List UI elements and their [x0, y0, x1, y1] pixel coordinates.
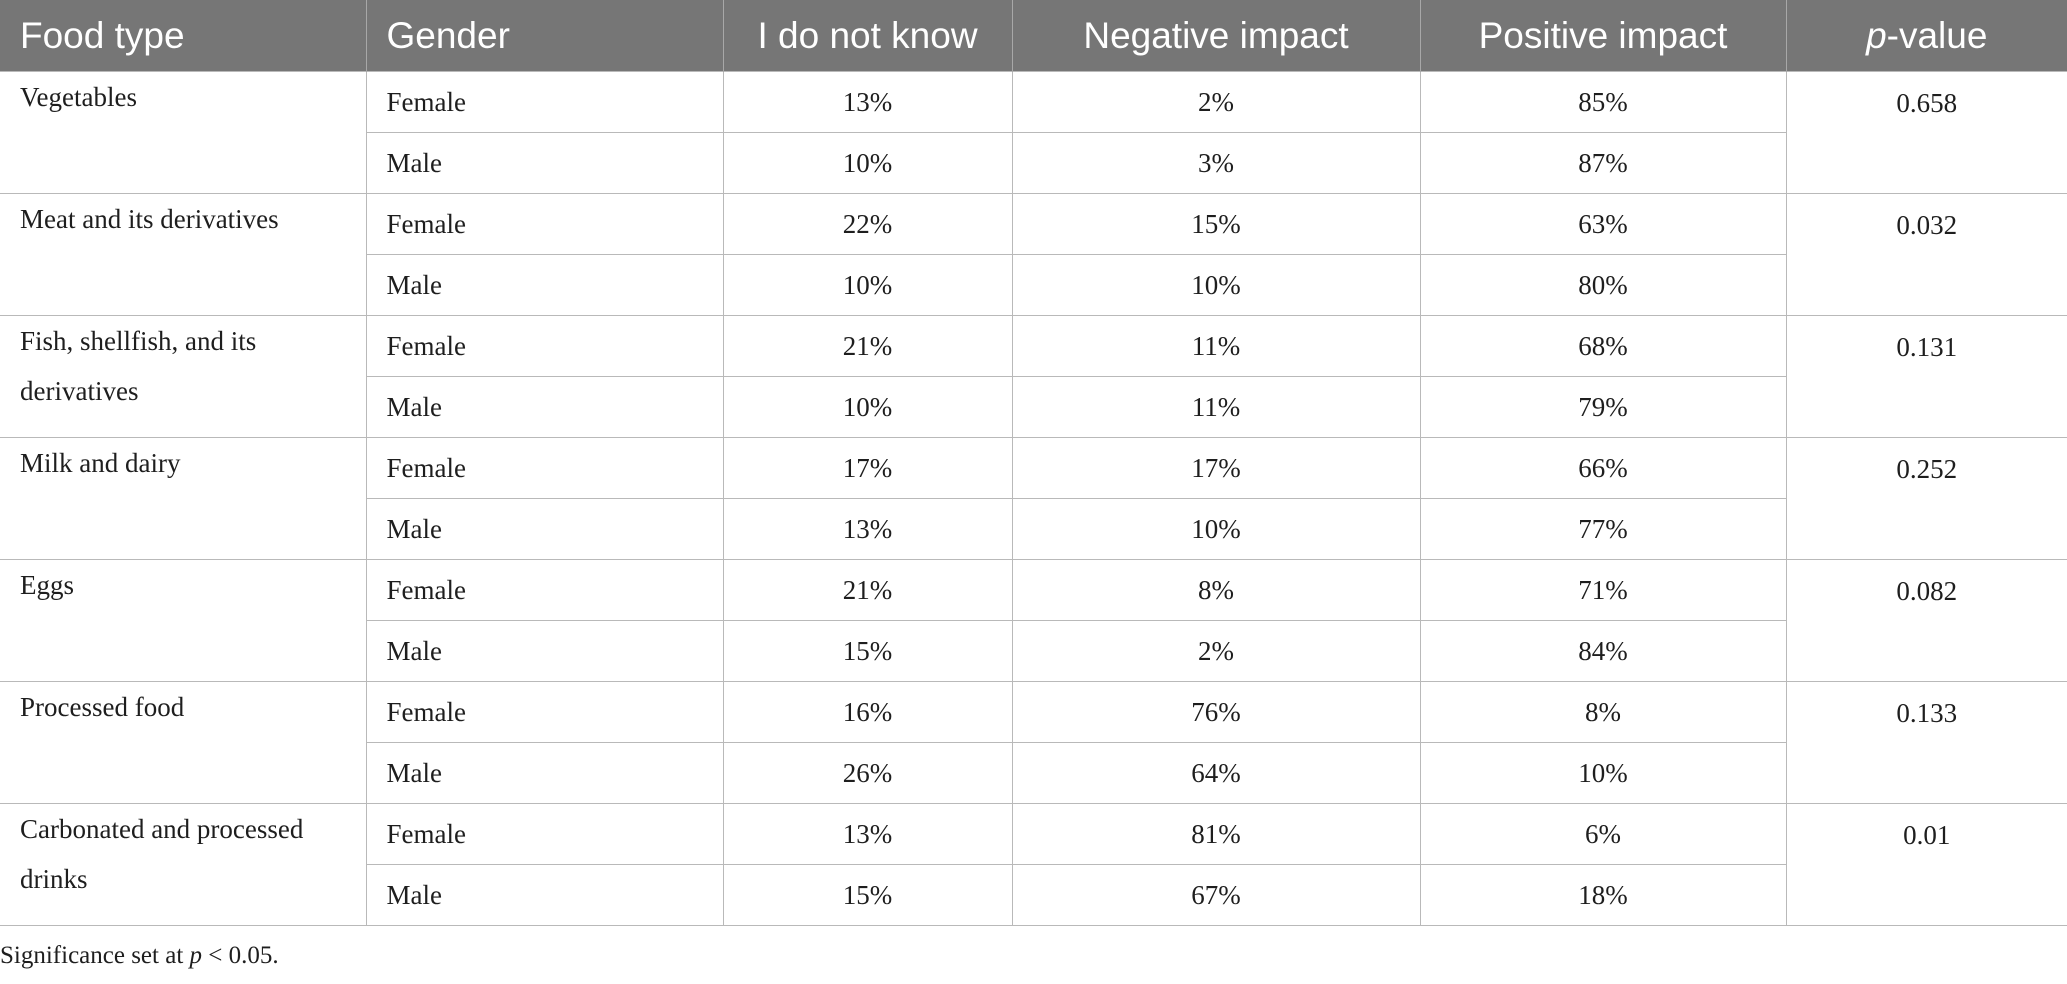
header-food-type: Food type: [0, 0, 367, 72]
p-value-cell: 0.032: [1785, 193, 2067, 316]
positive-impact-cell: 66%: [1419, 437, 1787, 499]
positive-impact-cell: 18%: [1419, 864, 1787, 926]
footnote-p: p: [189, 942, 203, 969]
food-type-cell: Milk and dairy: [0, 437, 367, 560]
dont-know-cell: 21%: [722, 315, 1013, 377]
header-dont-know: I do not know: [723, 0, 1013, 72]
food-type-cell: Eggs: [0, 559, 367, 682]
gender-cell: Female: [365, 71, 724, 133]
positive-impact-cell: 63%: [1419, 193, 1787, 255]
footnote-suffix: < 0.05.: [202, 942, 279, 969]
negative-impact-cell: 11%: [1011, 376, 1421, 438]
negative-impact-cell: 8%: [1011, 559, 1421, 621]
table-row: Fish, shellfish, and its derivatives Fema…: [0, 315, 2067, 438]
gender-cell: Female: [365, 803, 724, 865]
food-impact-table: Food type Gender I do not know Negative …: [0, 0, 2067, 926]
p-value-cell: 0.131: [1785, 315, 2067, 438]
table-row: Meat and its derivatives Female 22% 15% 63% 0…: [0, 193, 2067, 316]
dont-know-cell: 15%: [722, 620, 1013, 682]
dont-know-cell: 13%: [722, 803, 1013, 865]
dont-know-cell: 10%: [722, 254, 1013, 316]
food-type-cell: Carbonated and processed drinks: [0, 803, 367, 926]
p-value-cell: 0.01: [1785, 803, 2067, 926]
table-row: Male 13% 10% 77%: [0, 498, 2067, 560]
table-row: Male 26% 64% 10%: [0, 742, 2067, 804]
negative-impact-cell: 11%: [1011, 315, 1421, 377]
gender-cell: Male: [365, 864, 724, 926]
table-body: Vegetables Female 13% 2% 85% 0.658 Male 10% 3% 87…: [0, 71, 2067, 926]
positive-impact-cell: 79%: [1419, 376, 1787, 438]
food-type-cell: Meat and its derivatives: [0, 193, 367, 316]
header-positive-impact: Positive impact: [1420, 0, 1787, 72]
positive-impact-cell: 10%: [1419, 742, 1787, 804]
table-row: Carbonated and processed drinks Female 13%…: [0, 803, 2067, 926]
header-negative-impact: Negative impact: [1012, 0, 1421, 72]
negative-impact-cell: 10%: [1011, 498, 1421, 560]
negative-impact-cell: 10%: [1011, 254, 1421, 316]
food-type-cell: Fish, shellfish, and its derivatives: [0, 315, 367, 438]
positive-impact-cell: 85%: [1419, 71, 1787, 133]
table-row: Eggs Female 21% 8% 71% 0.082: [0, 559, 2067, 682]
gender-cell: Female: [365, 681, 724, 743]
positive-impact-cell: 77%: [1419, 498, 1787, 560]
negative-impact-cell: 17%: [1011, 437, 1421, 499]
food-type-cell: Processed food: [0, 681, 367, 804]
dont-know-cell: 10%: [722, 132, 1013, 194]
dont-know-cell: 13%: [722, 71, 1013, 133]
table-row: Male 15% 2% 84%: [0, 620, 2067, 682]
header-p-value: p-value: [1786, 0, 2067, 72]
header-gender: Gender: [366, 0, 724, 72]
p-value-cell: 0.133: [1785, 681, 2067, 804]
dont-know-cell: 13%: [722, 498, 1013, 560]
p-value-cell: 0.082: [1785, 559, 2067, 682]
footnote-prefix: Significance set at: [0, 942, 190, 969]
gender-cell: Female: [365, 437, 724, 499]
table-header: Food type Gender I do not know Negative …: [0, 0, 2067, 72]
positive-impact-cell: 68%: [1419, 315, 1787, 377]
gender-cell: Male: [365, 376, 724, 438]
dont-know-cell: 26%: [722, 742, 1013, 804]
table-row: Male 10% 11% 79%: [0, 376, 2067, 438]
negative-impact-cell: 76%: [1011, 681, 1421, 743]
gender-cell: Male: [365, 498, 724, 560]
negative-impact-cell: 3%: [1011, 132, 1421, 194]
gender-cell: Male: [365, 620, 724, 682]
gender-cell: Male: [365, 254, 724, 316]
positive-impact-cell: 8%: [1419, 681, 1787, 743]
header-row: Food type Gender I do not know Negative …: [0, 0, 2067, 72]
p-value-cell: 0.252: [1785, 437, 2067, 560]
header-p-suffix: -value: [1886, 14, 1988, 56]
negative-impact-cell: 64%: [1011, 742, 1421, 804]
dont-know-cell: 17%: [722, 437, 1013, 499]
header-p-letter: p: [1866, 14, 1887, 56]
negative-impact-cell: 81%: [1011, 803, 1421, 865]
positive-impact-cell: 6%: [1419, 803, 1787, 865]
table-row: Milk and dairy Female 17% 17% 66% 0.252: [0, 437, 2067, 560]
positive-impact-cell: 71%: [1419, 559, 1787, 621]
gender-cell: Male: [365, 742, 724, 804]
negative-impact-cell: 2%: [1011, 620, 1421, 682]
footnote: Significance set at p < 0.05.: [0, 942, 279, 970]
dont-know-cell: 10%: [722, 376, 1013, 438]
gender-cell: Female: [365, 193, 724, 255]
negative-impact-cell: 2%: [1011, 71, 1421, 133]
negative-impact-cell: 15%: [1011, 193, 1421, 255]
positive-impact-cell: 87%: [1419, 132, 1787, 194]
dont-know-cell: 22%: [722, 193, 1013, 255]
gender-cell: Female: [365, 315, 724, 377]
gender-cell: Female: [365, 559, 724, 621]
positive-impact-cell: 84%: [1419, 620, 1787, 682]
gender-cell: Male: [365, 132, 724, 194]
table-row: Male 15% 67% 18%: [0, 864, 2067, 926]
dont-know-cell: 16%: [722, 681, 1013, 743]
negative-impact-cell: 67%: [1011, 864, 1421, 926]
food-type-cell: Vegetables: [0, 71, 367, 194]
dont-know-cell: 15%: [722, 864, 1013, 926]
table-row: Vegetables Female 13% 2% 85% 0.658: [0, 71, 2067, 194]
positive-impact-cell: 80%: [1419, 254, 1787, 316]
table-row: Processed food Female 16% 76% 8% 0.133: [0, 681, 2067, 804]
p-value-cell: 0.658: [1785, 71, 2067, 194]
dont-know-cell: 21%: [722, 559, 1013, 621]
